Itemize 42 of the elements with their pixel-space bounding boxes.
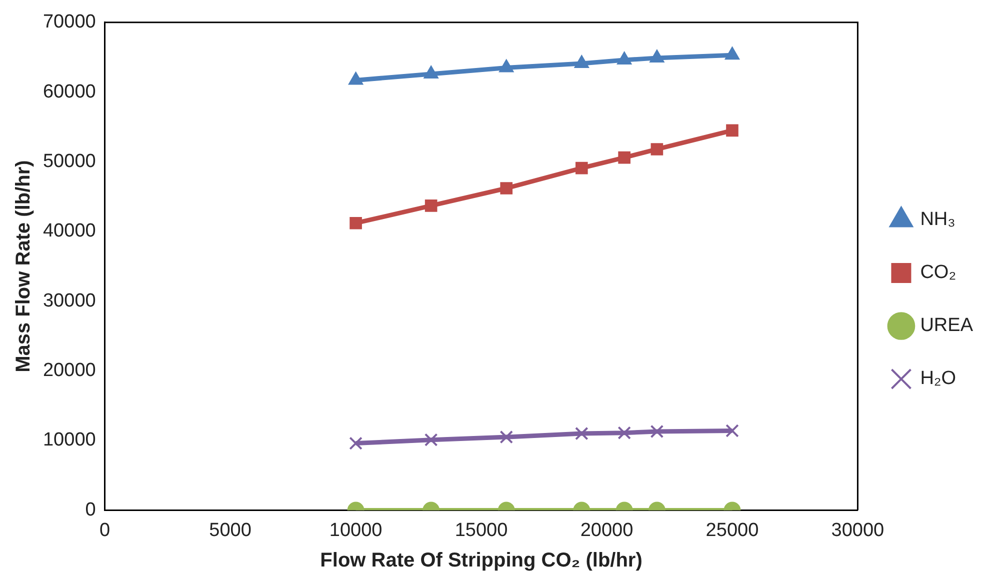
y-axis-title: Mass Flow Rate (lb/hr) — [12, 160, 35, 372]
y-tick-label: 50000 — [42, 151, 96, 172]
x-tick-label: 5000 — [209, 520, 252, 541]
point — [424, 433, 438, 446]
point — [616, 52, 632, 65]
point — [726, 424, 739, 438]
y-tick-label: 60000 — [42, 81, 96, 102]
x-tick-label: 30000 — [831, 520, 884, 541]
x-tick-label: 15000 — [454, 520, 508, 541]
point — [575, 426, 588, 440]
point — [650, 143, 664, 156]
point — [349, 436, 362, 450]
legend-label: CO₂ — [920, 262, 956, 284]
point — [650, 424, 664, 438]
point — [348, 72, 364, 85]
point — [618, 151, 630, 164]
y-tick-label: 40000 — [42, 220, 96, 242]
point — [650, 49, 664, 62]
x-tick-label: 20000 — [580, 520, 634, 541]
y-tick-label: 0 — [85, 499, 96, 520]
y-tick-label: 20000 — [42, 360, 96, 382]
x-tick-label: 25000 — [706, 520, 759, 541]
legend-label: UREA — [920, 315, 974, 336]
point — [576, 162, 588, 174]
point — [424, 200, 438, 212]
point — [498, 59, 514, 72]
y-tick-label: 10000 — [42, 430, 96, 451]
point — [574, 55, 590, 68]
point — [500, 430, 514, 444]
x-tick-label: 10000 — [329, 520, 382, 541]
y-tick-label: 30000 — [42, 290, 96, 312]
point — [424, 65, 439, 78]
y-tick-label: 70000 — [42, 12, 96, 33]
point — [726, 124, 738, 137]
legend-label: NH₃ — [920, 209, 956, 230]
point — [724, 46, 740, 60]
x-tick-label: 0 — [100, 520, 110, 541]
x-axis-title: Flow Rate Of Stripping CO₂ (lb/hr) — [320, 550, 642, 572]
point — [618, 426, 631, 440]
legend-label: H₂O — [920, 368, 956, 390]
point — [500, 182, 513, 194]
point — [350, 216, 362, 230]
